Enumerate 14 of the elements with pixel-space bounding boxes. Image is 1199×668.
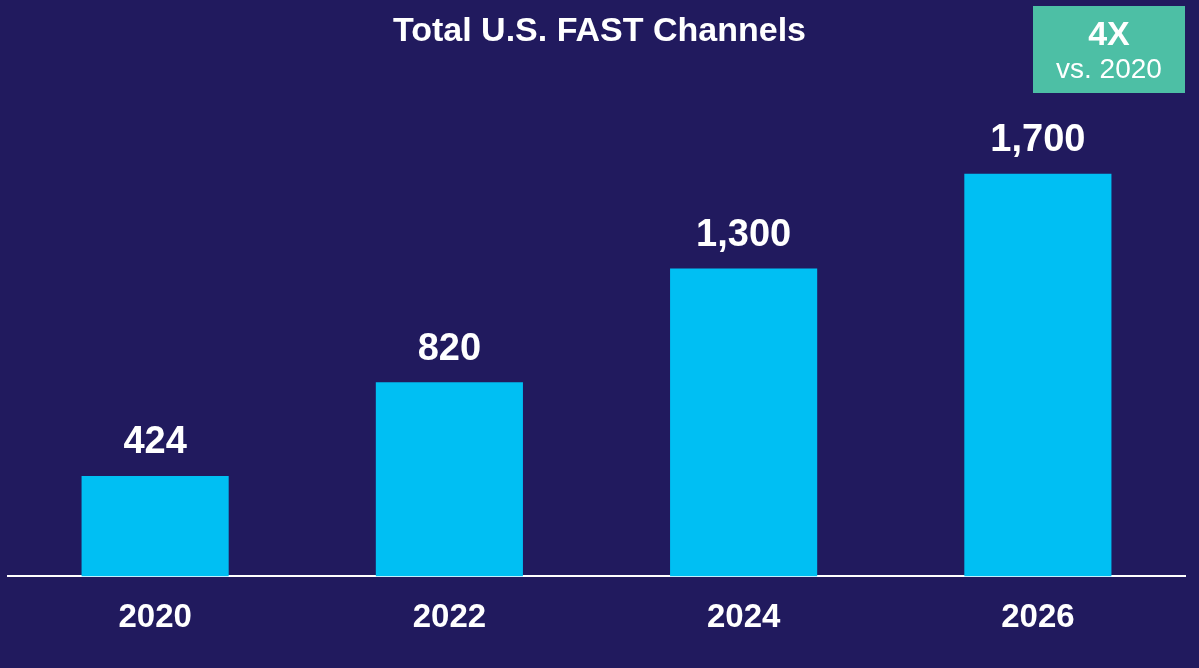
bar	[670, 268, 818, 577]
data-label: 1,700	[990, 117, 1086, 160]
bar	[964, 173, 1112, 577]
data-label: 820	[417, 325, 482, 368]
x-tick-label: 2026	[1001, 597, 1075, 635]
x-tick-label: 2024	[706, 597, 781, 635]
x-tick-label: 2020	[118, 597, 192, 635]
data-label: 424	[123, 419, 187, 462]
bar	[375, 382, 523, 577]
data-label: 1,300	[696, 211, 792, 254]
bar	[81, 475, 229, 577]
x-tick-label: 2022	[412, 597, 487, 635]
chart-title: Total U.S. FAST Channels	[392, 10, 807, 48]
callout-box: 4X vs. 2020	[1033, 6, 1185, 93]
